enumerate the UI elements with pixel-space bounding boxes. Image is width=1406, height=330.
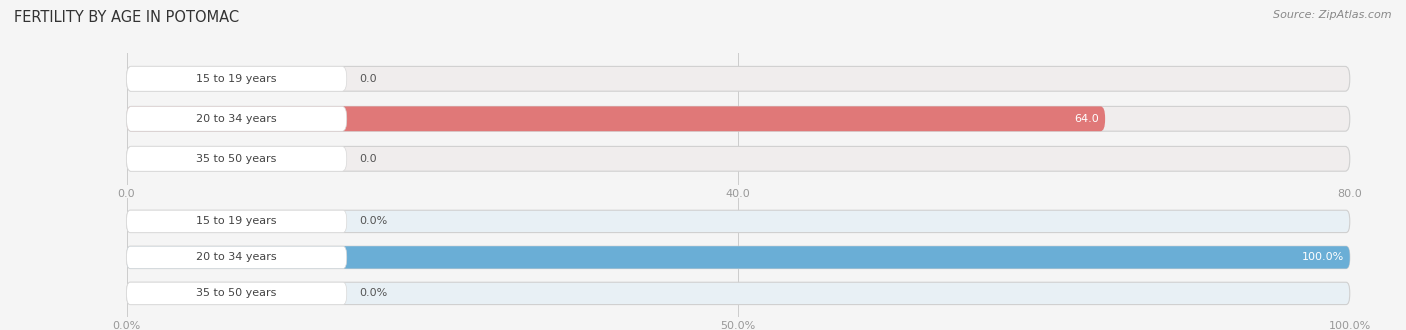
Text: 20 to 34 years: 20 to 34 years	[197, 114, 277, 124]
Text: 0.0: 0.0	[359, 154, 377, 164]
FancyBboxPatch shape	[127, 106, 347, 131]
Text: 0.0%: 0.0%	[359, 216, 387, 226]
Text: 0.0%: 0.0%	[359, 288, 387, 298]
FancyBboxPatch shape	[127, 246, 1350, 269]
Text: 15 to 19 years: 15 to 19 years	[197, 74, 277, 84]
FancyBboxPatch shape	[127, 210, 347, 233]
FancyBboxPatch shape	[127, 66, 1350, 91]
Text: 20 to 34 years: 20 to 34 years	[197, 252, 277, 262]
FancyBboxPatch shape	[127, 106, 1350, 131]
Text: FERTILITY BY AGE IN POTOMAC: FERTILITY BY AGE IN POTOMAC	[14, 10, 239, 25]
Text: 64.0: 64.0	[1074, 114, 1099, 124]
FancyBboxPatch shape	[127, 246, 1350, 269]
FancyBboxPatch shape	[127, 210, 1350, 233]
FancyBboxPatch shape	[127, 106, 1105, 131]
FancyBboxPatch shape	[127, 66, 347, 91]
FancyBboxPatch shape	[127, 246, 347, 269]
FancyBboxPatch shape	[127, 282, 1350, 305]
FancyBboxPatch shape	[127, 147, 347, 171]
Text: 15 to 19 years: 15 to 19 years	[197, 216, 277, 226]
Text: 0.0: 0.0	[359, 74, 377, 84]
Text: 100.0%: 100.0%	[1302, 252, 1344, 262]
Text: Source: ZipAtlas.com: Source: ZipAtlas.com	[1274, 10, 1392, 20]
Text: 35 to 50 years: 35 to 50 years	[197, 154, 277, 164]
FancyBboxPatch shape	[127, 282, 347, 305]
Text: 35 to 50 years: 35 to 50 years	[197, 288, 277, 298]
FancyBboxPatch shape	[127, 147, 1350, 171]
